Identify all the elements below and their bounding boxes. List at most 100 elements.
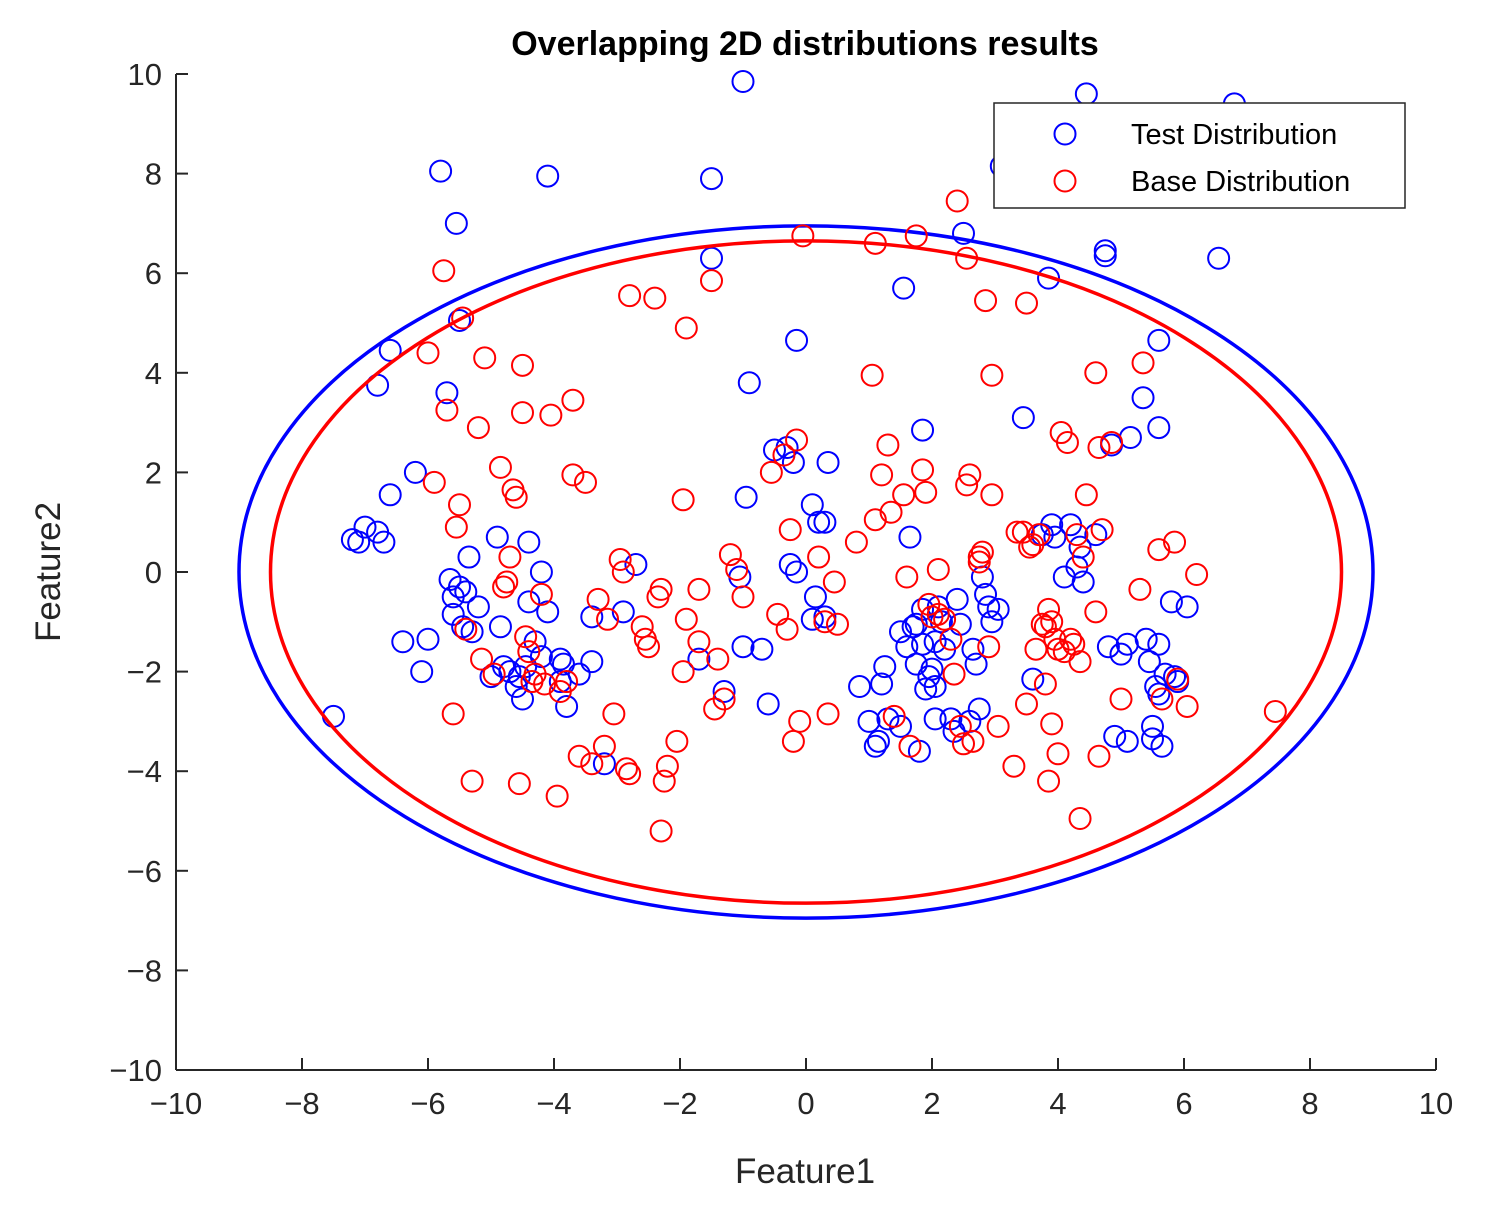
scatter-point xyxy=(466,416,490,440)
x-axis-label: Feature1 xyxy=(735,1152,875,1191)
scatter-point xyxy=(945,587,969,611)
scatter-point xyxy=(1137,650,1161,674)
scatter-point xyxy=(592,734,616,758)
scatter-point xyxy=(1068,807,1092,831)
scatter-point xyxy=(495,570,519,594)
scatter-point xyxy=(637,635,660,659)
scatter-point xyxy=(945,189,969,213)
y-tick-label: 8 xyxy=(145,157,162,192)
scatter-point xyxy=(1021,667,1045,691)
scatter-point xyxy=(539,403,563,427)
scatter-point xyxy=(788,709,812,733)
scatter-point xyxy=(756,692,780,716)
scatter-point xyxy=(980,363,1004,387)
scatter-point xyxy=(967,545,991,569)
scatter-point xyxy=(791,224,815,248)
scatter-point xyxy=(1087,744,1111,768)
y-tick-label: 10 xyxy=(128,57,162,92)
scatter-point xyxy=(926,602,950,626)
scatter-point xyxy=(507,772,531,796)
scatter-point xyxy=(429,159,453,183)
scatter-point xyxy=(548,647,572,671)
scatter-point xyxy=(665,729,689,753)
scatter-point xyxy=(952,221,975,245)
scatter-point xyxy=(952,732,975,756)
scatter-point xyxy=(1002,754,1026,778)
scatter-point xyxy=(911,458,935,482)
scatter-point xyxy=(914,480,938,504)
scatter-point xyxy=(1087,436,1111,459)
scatter-point xyxy=(958,463,982,487)
scatter-point xyxy=(948,714,972,738)
scatter-point xyxy=(1166,667,1190,691)
x-tick-label: 10 xyxy=(1419,1086,1453,1121)
x-axis-ticks: −10 −8 −6 −4 −2 0 2 4 6 8 10 xyxy=(150,1058,1453,1121)
scatter-point xyxy=(555,670,579,694)
scatter-point xyxy=(731,69,755,93)
scatter-point xyxy=(517,640,541,664)
scatter-point xyxy=(1147,538,1171,562)
scatter-point xyxy=(567,662,591,686)
scatter-point xyxy=(1015,692,1038,716)
scatter-point xyxy=(1163,665,1187,689)
legend-marker-test xyxy=(1053,122,1077,146)
scatter-point xyxy=(1027,523,1051,547)
scatter-point xyxy=(517,590,541,614)
scatter-point xyxy=(1153,662,1177,686)
scatter-point xyxy=(1175,595,1199,619)
x-tick-label: −6 xyxy=(410,1086,445,1121)
scatter-point xyxy=(882,704,906,728)
scatter-point xyxy=(961,729,985,753)
scatter-point xyxy=(1100,431,1124,455)
scatter-point xyxy=(1015,291,1038,315)
scatter-point xyxy=(448,575,471,599)
scatter-point xyxy=(718,543,742,567)
scatter-point xyxy=(1037,266,1061,290)
scatter-point xyxy=(372,530,396,554)
scatter-point xyxy=(1084,361,1108,385)
scatter-point xyxy=(454,580,478,604)
scatter-point xyxy=(1059,627,1083,651)
y-tick-label: −8 xyxy=(127,953,162,988)
scatter-point xyxy=(1033,672,1057,696)
scatter-point xyxy=(961,637,985,661)
scatter-point xyxy=(671,660,695,684)
scatter-point xyxy=(1115,729,1139,753)
x-tick-label: −8 xyxy=(284,1086,319,1121)
scatter-point xyxy=(1071,545,1095,569)
scatter-point xyxy=(1134,627,1158,651)
scatter-point xyxy=(898,734,922,758)
scatter-point xyxy=(700,246,723,270)
scatter-point xyxy=(378,338,402,362)
scatter-point xyxy=(618,284,642,308)
scatter-point xyxy=(870,672,894,696)
scatter-point xyxy=(1109,687,1133,711)
scatter-point xyxy=(911,632,935,656)
scatter-point xyxy=(466,595,490,619)
scatter-point xyxy=(1159,590,1183,614)
scatter-point xyxy=(451,306,475,330)
scatter-point xyxy=(1147,632,1171,656)
scatter-point xyxy=(1175,694,1199,718)
scatter-point xyxy=(866,729,890,753)
x-tick-label: 8 xyxy=(1301,1086,1318,1121)
scatter-point xyxy=(1150,734,1174,758)
scatter-point xyxy=(1141,714,1164,738)
scatter-point xyxy=(674,316,698,340)
scatter-point xyxy=(561,388,585,412)
scatter-point xyxy=(970,540,994,564)
scatter-point xyxy=(1093,239,1117,263)
scatter-point xyxy=(775,617,799,641)
scatter-point xyxy=(1037,597,1061,621)
scatter-point xyxy=(898,525,922,549)
scatter-point xyxy=(974,582,998,606)
scatter-point xyxy=(529,560,553,584)
scatter-point xyxy=(1093,244,1117,268)
scatter-point xyxy=(860,363,884,387)
y-tick-label: −2 xyxy=(127,655,162,690)
scatter-point xyxy=(706,647,730,671)
plot-area xyxy=(237,69,1375,920)
x-tick-label: 6 xyxy=(1175,1086,1192,1121)
scatter-point xyxy=(649,577,673,601)
